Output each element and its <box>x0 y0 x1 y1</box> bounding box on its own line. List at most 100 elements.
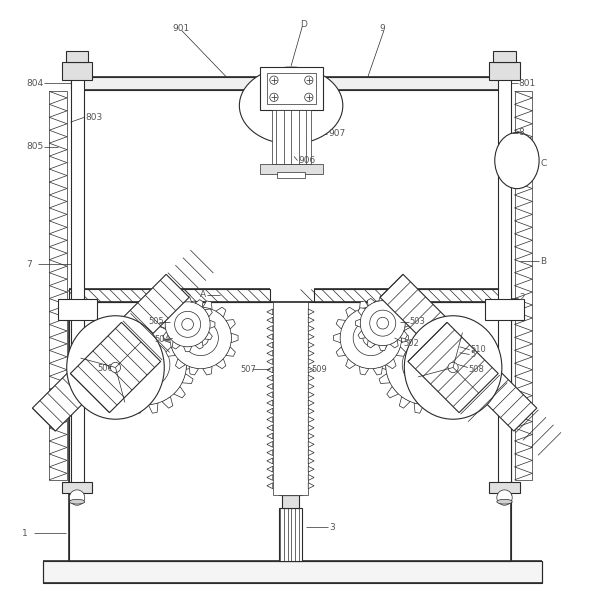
Text: 805: 805 <box>26 143 43 152</box>
Polygon shape <box>462 374 473 383</box>
Text: 504: 504 <box>154 335 170 344</box>
Polygon shape <box>346 359 356 368</box>
Polygon shape <box>453 331 465 343</box>
Polygon shape <box>387 386 399 398</box>
Polygon shape <box>359 301 369 310</box>
Polygon shape <box>172 300 180 307</box>
Bar <box>314 289 511 302</box>
Polygon shape <box>267 458 273 464</box>
Polygon shape <box>195 341 203 349</box>
Polygon shape <box>333 333 340 343</box>
Polygon shape <box>453 386 465 398</box>
Text: 7: 7 <box>26 259 32 268</box>
Bar <box>498 77 511 483</box>
Polygon shape <box>308 416 314 422</box>
Circle shape <box>377 317 388 329</box>
Polygon shape <box>163 332 170 340</box>
Polygon shape <box>367 298 375 306</box>
Polygon shape <box>466 359 475 370</box>
Ellipse shape <box>239 67 343 144</box>
Text: 801: 801 <box>519 78 536 87</box>
Polygon shape <box>308 483 314 489</box>
Polygon shape <box>175 307 185 317</box>
Bar <box>279 507 302 561</box>
Text: 507: 507 <box>241 365 257 374</box>
Polygon shape <box>308 342 314 348</box>
Polygon shape <box>175 359 185 368</box>
Polygon shape <box>267 359 273 365</box>
Polygon shape <box>107 331 119 343</box>
Polygon shape <box>267 450 273 456</box>
Circle shape <box>305 93 313 101</box>
Bar <box>66 51 89 62</box>
Text: 2: 2 <box>519 294 525 302</box>
Polygon shape <box>336 319 346 329</box>
Polygon shape <box>203 367 212 375</box>
Circle shape <box>69 490 85 505</box>
Bar <box>489 482 520 494</box>
Circle shape <box>110 362 121 373</box>
Polygon shape <box>408 322 498 413</box>
Polygon shape <box>379 374 390 383</box>
Bar <box>273 302 308 495</box>
Polygon shape <box>396 319 406 329</box>
Polygon shape <box>441 397 453 408</box>
Polygon shape <box>386 359 396 368</box>
Polygon shape <box>308 334 314 340</box>
Polygon shape <box>428 403 438 413</box>
Circle shape <box>402 341 450 388</box>
Polygon shape <box>308 458 314 464</box>
Polygon shape <box>377 359 386 370</box>
Text: 508: 508 <box>469 365 484 374</box>
Polygon shape <box>182 346 193 355</box>
Circle shape <box>170 307 232 368</box>
Polygon shape <box>308 466 314 472</box>
Circle shape <box>386 324 466 405</box>
Polygon shape <box>107 386 119 398</box>
Polygon shape <box>267 483 273 489</box>
Circle shape <box>360 301 405 346</box>
Polygon shape <box>182 374 193 383</box>
Polygon shape <box>308 367 314 373</box>
Polygon shape <box>308 425 314 431</box>
Polygon shape <box>386 307 396 317</box>
Polygon shape <box>267 367 273 373</box>
Polygon shape <box>308 359 314 365</box>
Polygon shape <box>160 320 166 328</box>
Circle shape <box>448 362 458 373</box>
Ellipse shape <box>67 316 165 419</box>
Circle shape <box>122 341 170 388</box>
Text: 506: 506 <box>97 364 113 373</box>
Polygon shape <box>267 309 273 315</box>
Polygon shape <box>267 400 273 406</box>
Polygon shape <box>358 331 366 338</box>
Polygon shape <box>267 474 273 480</box>
Polygon shape <box>162 321 173 332</box>
Text: 509: 509 <box>312 365 327 374</box>
Circle shape <box>192 330 208 346</box>
Text: A: A <box>200 291 206 300</box>
Polygon shape <box>203 301 212 310</box>
Circle shape <box>369 310 396 336</box>
Bar <box>69 289 270 302</box>
Polygon shape <box>205 332 212 340</box>
Polygon shape <box>166 319 175 329</box>
Bar <box>62 482 93 494</box>
Circle shape <box>353 320 388 356</box>
Polygon shape <box>216 359 226 368</box>
Polygon shape <box>346 307 356 317</box>
Polygon shape <box>267 416 273 422</box>
Circle shape <box>415 354 437 375</box>
Polygon shape <box>267 425 273 431</box>
Polygon shape <box>189 367 198 375</box>
Text: 502: 502 <box>403 340 419 349</box>
Circle shape <box>183 320 219 356</box>
Polygon shape <box>267 383 273 389</box>
Ellipse shape <box>497 500 512 504</box>
Polygon shape <box>308 309 314 315</box>
Bar <box>58 299 97 320</box>
Polygon shape <box>308 441 314 447</box>
Polygon shape <box>355 319 361 327</box>
Polygon shape <box>226 347 235 356</box>
Polygon shape <box>399 321 410 332</box>
